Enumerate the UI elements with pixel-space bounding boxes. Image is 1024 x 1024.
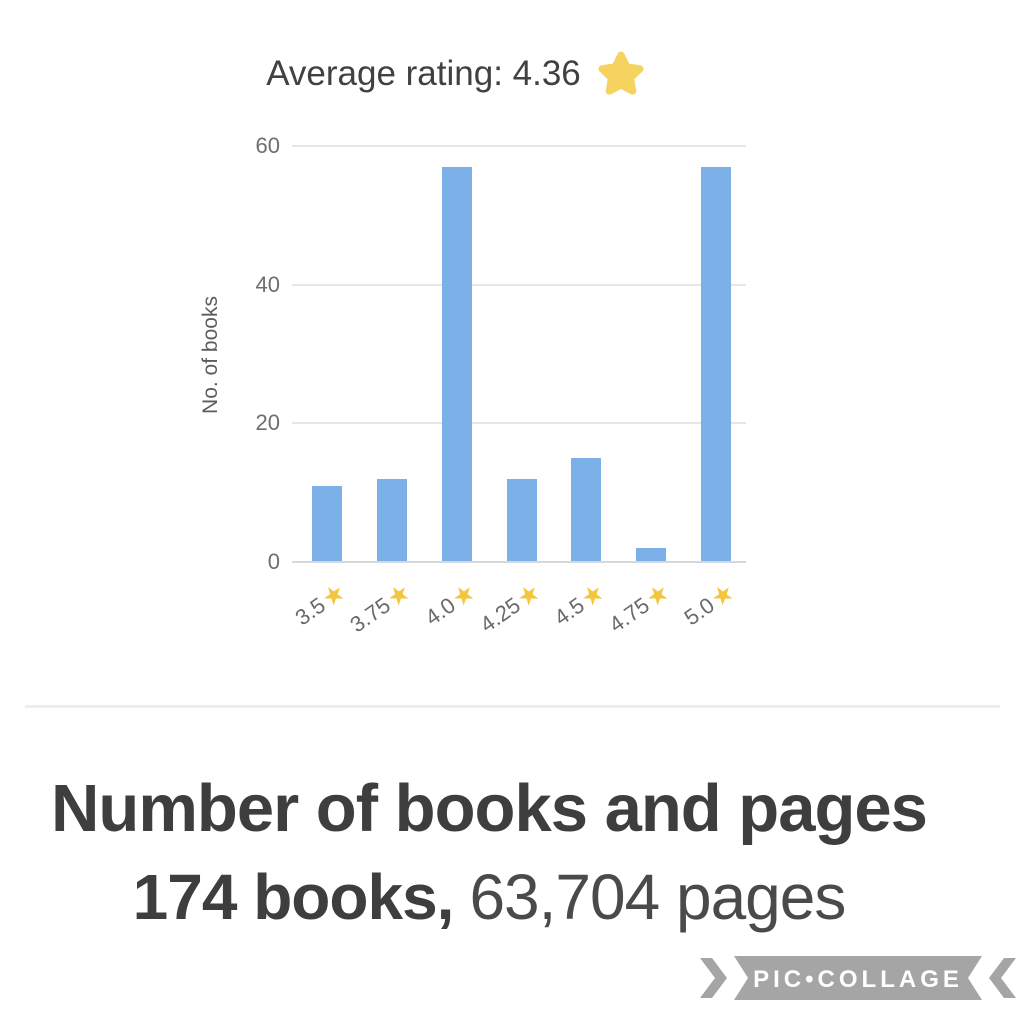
gridline bbox=[292, 422, 746, 424]
ribbon-left-chevron-icon bbox=[700, 958, 727, 998]
star-icon bbox=[598, 51, 644, 95]
y-axis-title: No. of books bbox=[199, 296, 222, 414]
x-axis-line bbox=[292, 561, 746, 563]
gridline bbox=[292, 145, 746, 147]
ribbon-band bbox=[734, 956, 982, 1000]
y-tick-label: 40 bbox=[255, 272, 280, 297]
y-tick-label: 60 bbox=[255, 133, 280, 158]
y-tick-label: 20 bbox=[255, 410, 280, 435]
chart-title: Average rating: 4.36 bbox=[150, 46, 762, 102]
watermark-text: PIC•COLLAGE bbox=[753, 966, 963, 993]
watermark-ribbon: PIC•COLLAGE bbox=[700, 956, 1016, 1000]
ribbon-right-chevron-icon bbox=[989, 958, 1016, 998]
plot-area: 0 20 40 60 3.5★ 3.75★ 4.0★ 4.25★ 4.5★ 4.75★ 5.0★ bbox=[256, 133, 746, 637]
bar-3.5 bbox=[312, 486, 342, 562]
summary-heading: Number of books and pages bbox=[51, 771, 928, 846]
divider-line bbox=[25, 705, 1000, 708]
bar-4.0 bbox=[442, 167, 472, 562]
bar-3.75 bbox=[377, 479, 407, 562]
books-count: 174 books, bbox=[132, 860, 455, 933]
chart-title-text: Average rating: 4.36 bbox=[266, 54, 581, 93]
summary-stats: 174 books, 63,704 pages bbox=[0, 860, 978, 933]
bar-5.0 bbox=[701, 167, 731, 562]
y-tick-label: 0 bbox=[267, 549, 280, 574]
bar-4.75 bbox=[636, 548, 666, 562]
summary-panel: Number of books and pages 174 books, 63,7… bbox=[0, 772, 978, 932]
bar-4.25 bbox=[507, 479, 537, 562]
gridline bbox=[292, 284, 746, 286]
bar-4.5 bbox=[571, 458, 601, 562]
pages-count: 63,704 pages bbox=[469, 860, 846, 933]
